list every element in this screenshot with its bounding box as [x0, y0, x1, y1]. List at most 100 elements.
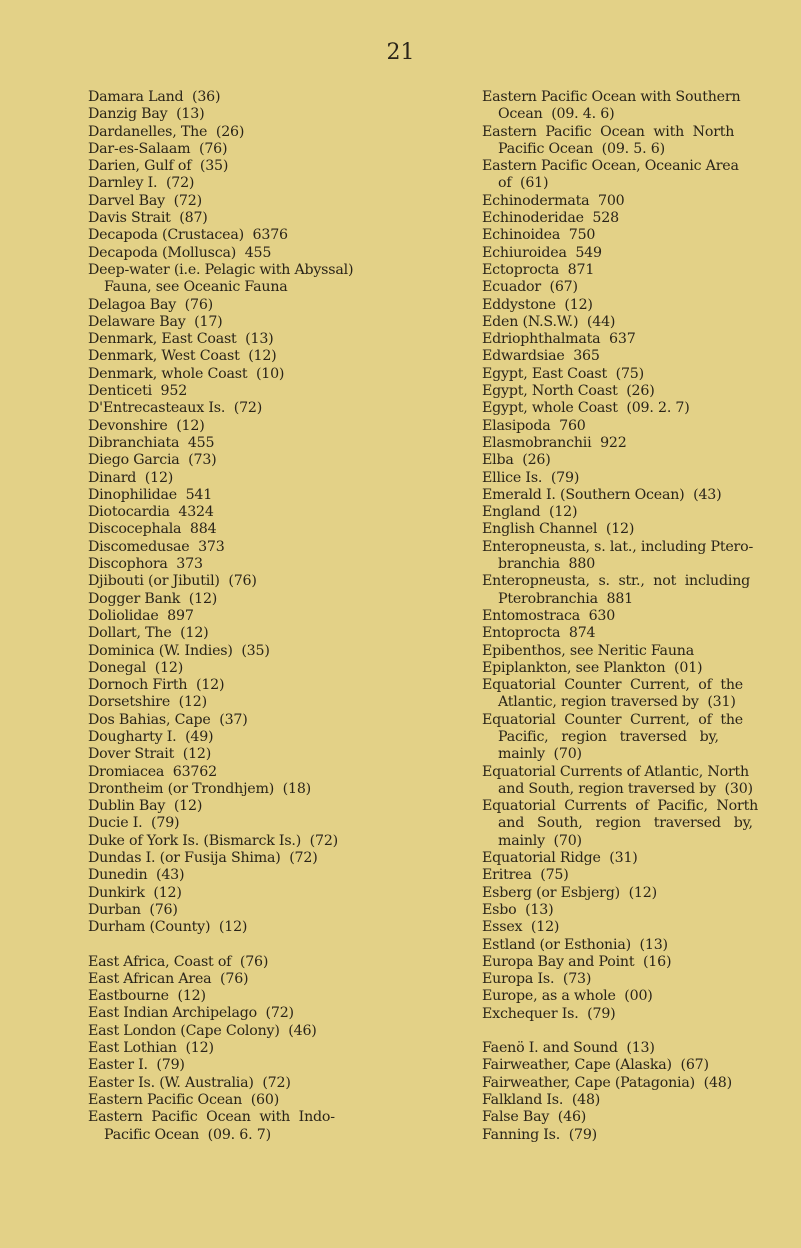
index-entry-text: Dinophilidae 541	[88, 486, 213, 503]
index-entry: England (12)	[482, 504, 782, 521]
index-entry-text: Europa Bay and Point (16)	[482, 953, 672, 970]
index-entry-continuation: Fauna, see Oceanic Fauna	[104, 279, 288, 296]
index-entry-text: Diotocardia 4324	[88, 504, 214, 521]
index-entry: Egypt, East Coast (75)	[482, 366, 782, 383]
index-entry-text: Denmark, whole Coast (10)	[88, 365, 285, 382]
index-entry-text: Enteropneusta, s. lat., including Ptero-	[482, 538, 754, 555]
index-entry: Entoprocta 874	[482, 625, 782, 642]
index-entry-text: Elba (26)	[482, 452, 551, 469]
index-entry: Estland (or Esthonia) (13)	[482, 937, 782, 954]
index-entry-text: Echinodermata 700	[482, 192, 625, 209]
index-entry: Discophora 373	[88, 556, 428, 573]
index-entry-text: East Lothian (12)	[88, 1040, 214, 1057]
index-entry-text: Egypt, whole Coast (09. 2. 7)	[482, 400, 690, 417]
index-entry-text: Discomedusae 373	[88, 538, 225, 555]
index-entry-text: Eastern Pacific Ocean with Southern	[482, 89, 741, 105]
index-entry-continuation: Ocean (09. 4. 6)	[498, 106, 615, 123]
index-entry: Dar-es-Salaam (76)	[88, 141, 428, 158]
index-entry-text: Diego Garcia (73)	[88, 452, 217, 469]
index-entry-continuation: and South, region traversed by (30)	[498, 780, 753, 797]
index-entry: Eastern Pacific Ocean with North Pacific …	[482, 124, 782, 159]
index-entry-text: Ectoprocta 871	[482, 261, 595, 278]
index-entry-text: Enteropneusta, s. str., not including	[482, 573, 751, 590]
index-entry-text: Faenö I. and Sound (13)	[482, 1040, 655, 1057]
index-entry: Egypt, whole Coast (09. 2. 7)	[482, 400, 782, 417]
index-entry-text: Djibouti (or Jibutil) (76)	[88, 573, 257, 590]
index-entry-text: Equatorial Counter Current, of the	[482, 677, 743, 694]
index-entry: Dominica (W. Indies) (35)	[88, 643, 428, 660]
index-entry: East Indian Archipelago (72)	[88, 1005, 428, 1022]
index-entry-text: Dougharty I. (49)	[88, 728, 214, 745]
index-entry-text: Echinoidea 750	[482, 227, 596, 244]
index-entry: Eden (N.S.W.) (44)	[482, 314, 782, 331]
index-entry-text: Europe, as a whole (00)	[482, 988, 653, 1005]
index-entry-text: Eddystone (12)	[482, 296, 593, 313]
index-entry-continuation: and South, region traversed by,	[498, 815, 753, 832]
index-entry-text: Dundas I. (or Fusija Shima) (72)	[88, 850, 318, 867]
index-entry-text: Dunedin (43)	[88, 867, 185, 884]
index-entry: Equatorial Ridge (31)	[482, 850, 782, 867]
index-entry: Epibenthos, see Neritic Fauna	[482, 643, 782, 660]
index-entry: Dinophilidae 541	[88, 487, 428, 504]
index-entry: Europa Is. (73)	[482, 971, 782, 988]
index-entry: Denmark, East Coast (13)	[88, 331, 428, 348]
index-entry: Dunedin (43)	[88, 867, 428, 884]
index-entry: Durham (County) (12)	[88, 919, 428, 936]
index-entry: Equatorial Currents of Atlantic, North an…	[482, 764, 782, 799]
index-entry-continuation: Pacific Ocean (09. 6. 7)	[104, 1126, 271, 1143]
index-entry-text: Darien, Gulf of (35)	[88, 158, 229, 175]
index-entry: Darnley I. (72)	[88, 175, 428, 192]
index-entry-text: Ducie I. (79)	[88, 815, 180, 832]
index-entry: Echinoidea 750	[482, 227, 782, 244]
index-entry-text: Emerald I. (Southern Ocean) (43)	[482, 486, 722, 503]
index-entry: Darien, Gulf of (35)	[88, 158, 428, 175]
index-entry-text: Dromiacea 63762	[88, 763, 217, 780]
index-entry-text: Dollart, The (12)	[88, 625, 209, 642]
index-entry: Dinard (12)	[88, 470, 428, 487]
index-entry: Dollart, The (12)	[88, 625, 428, 642]
index-column-left: Damara Land (36) Danzig Bay (13) Dardanell…	[88, 89, 428, 1144]
index-entry-text: Decapoda (Mollusca) 455	[88, 244, 272, 261]
index-entry: Decapoda (Mollusca) 455	[88, 245, 428, 262]
index-entry: Fairweather, Cape (Patagonia) (48)	[482, 1075, 782, 1092]
index-entry: Essex (12)	[482, 919, 782, 936]
index-entry-text: Dornoch Firth (12)	[88, 677, 225, 694]
index-entry-text: Decapoda (Crustacea) 6376	[88, 227, 288, 244]
index-entry-continuation: Pterobranchia 881	[498, 590, 634, 607]
index-entry-text: Donegal (12)	[88, 659, 184, 676]
index-entry-text: Devonshire (12)	[88, 417, 205, 434]
index-entry-text: Fairweather, Cape (Alaska) (67)	[482, 1057, 709, 1074]
index-entry-text: Easter Is. (W. Australia) (72)	[88, 1074, 291, 1091]
index-entry-text: Ecuador (67)	[482, 279, 578, 296]
index-entry: Fairweather, Cape (Alaska) (67)	[482, 1057, 782, 1074]
index-entry: Dornoch Firth (12)	[88, 677, 428, 694]
index-entry-text: East Africa, Coast of (76)	[88, 953, 269, 970]
index-entry-text: Denmark, East Coast (13)	[88, 331, 274, 348]
index-entry: Dibranchiata 455	[88, 435, 428, 452]
index-entry: Ellice Is. (79)	[482, 470, 782, 487]
index-entry: Dardanelles, The (26)	[88, 124, 428, 141]
index-column-right: Eastern Pacific Ocean with Southern Ocean…	[482, 89, 782, 1144]
index-entry-text: Duke of York Is. (Bismarck Is.) (72)	[88, 832, 338, 849]
index-entry: Dundas I. (or Fusija Shima) (72)	[88, 850, 428, 867]
index-entry-text: Epibenthos, see Neritic Fauna	[482, 642, 694, 659]
index-entry: East African Area (76)	[88, 971, 428, 988]
index-entry-text: Darvel Bay (72)	[88, 192, 202, 209]
index-entry-text: Deep-water (i.e. Pelagic with Abyssal)	[88, 261, 354, 278]
index-entry: Drontheim (or Trondhjem) (18)	[88, 781, 428, 798]
index-entry-text: Damara Land (36)	[88, 89, 221, 105]
index-entry-continuation: of (61)	[498, 175, 549, 192]
index-entry: Donegal (12)	[88, 660, 428, 677]
index-entry-text: Entoprocta 874	[482, 625, 596, 642]
index-entry-text: Davis Strait (87)	[88, 210, 208, 227]
index-entry: Edriophthalmata 637	[482, 331, 782, 348]
index-entry: Djibouti (or Jibutil) (76)	[88, 573, 428, 590]
index-entry-text: Eastern Pacific Ocean (60)	[88, 1091, 280, 1108]
index-entry-text: England (12)	[482, 504, 578, 521]
index-entry-text: Denmark, West Coast (12)	[88, 348, 277, 365]
index-entry-text: East London (Cape Colony) (46)	[88, 1022, 317, 1039]
index-entry: Equatorial Counter Current, of the Pacifi…	[482, 712, 782, 764]
index-entry-text: Delaware Bay (17)	[88, 313, 223, 330]
index-entry: Europe, as a whole (00)	[482, 988, 782, 1005]
index-entry-continuation: mainly (70)	[498, 746, 582, 763]
